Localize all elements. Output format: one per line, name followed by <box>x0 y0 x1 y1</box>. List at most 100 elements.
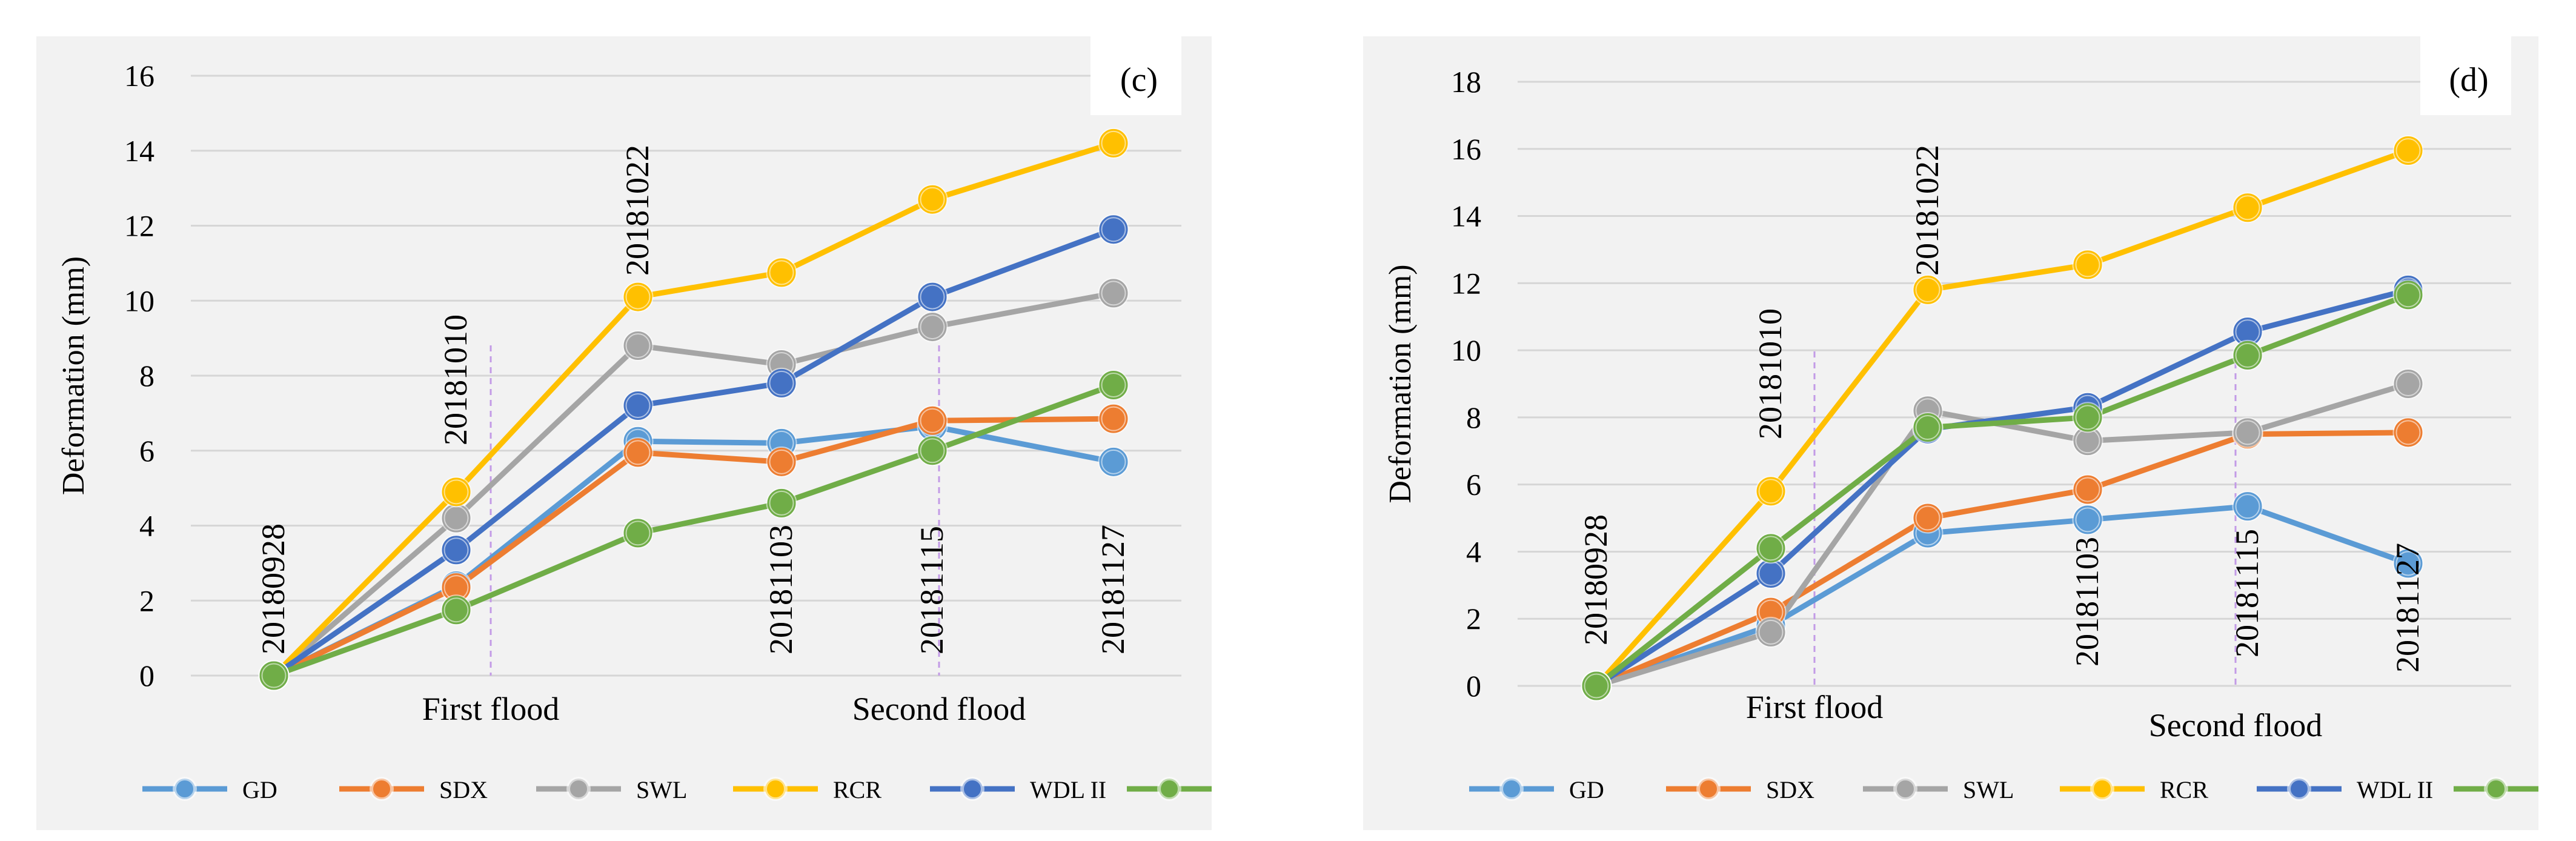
date-annotation: 20181022 <box>1909 145 1945 276</box>
data-point-outline <box>1756 534 1785 563</box>
flood-label: First flood <box>422 691 560 727</box>
y-tick-label: 18 <box>1451 65 1481 99</box>
y-tick-label: 10 <box>1451 333 1481 367</box>
data-point-outline <box>1913 413 1942 442</box>
y-tick-label: 12 <box>1451 266 1481 300</box>
panel-label-box <box>2420 36 2511 115</box>
date-annotation: 20181022 <box>619 145 656 276</box>
series-line-wdl-i <box>1593 292 2411 689</box>
data-point-outline <box>918 313 947 342</box>
legend-label-gd: GD <box>242 776 277 803</box>
data-point-outline <box>2233 418 2262 447</box>
date-annotation: 20180928 <box>1578 514 1614 645</box>
data-point-outline <box>2073 505 2102 534</box>
legend-marker <box>370 777 394 801</box>
y-tick-label: 16 <box>124 59 154 93</box>
chart-background <box>36 36 1212 830</box>
date-annotation: 20181010 <box>437 314 474 445</box>
legend-marker <box>1893 777 1917 801</box>
y-tick-label: 16 <box>1451 132 1481 166</box>
data-point-outline <box>1099 370 1128 399</box>
data-point-outline <box>767 368 796 397</box>
date-annotation: 20180928 <box>255 524 291 654</box>
y-tick-label: 14 <box>1451 199 1481 233</box>
series-line-rcr <box>1593 148 2411 689</box>
data-point-outline <box>767 258 796 287</box>
y-tick-label: 4 <box>1466 534 1481 568</box>
panel-label: (c) <box>1120 61 1158 99</box>
data-point-outline <box>767 447 796 476</box>
data-point-outline <box>623 519 652 548</box>
legend-label-rcr: RCR <box>2160 776 2208 803</box>
legend-marker <box>2090 777 2114 801</box>
data-point-outline <box>1913 275 1942 304</box>
legend-label-swl: SWL <box>1963 776 2014 803</box>
y-axis-label: Deformation (mm) <box>56 256 91 495</box>
y-tick-label: 2 <box>139 583 154 617</box>
data-point-outline <box>2394 370 2423 398</box>
legend-marker <box>763 777 788 801</box>
series-line-wdl-i <box>271 382 1117 679</box>
y-axis-label: Deformation (mm) <box>1383 264 1418 503</box>
data-point-outline <box>1099 279 1128 308</box>
data-point-outline <box>442 596 471 625</box>
data-point-outline <box>1913 504 1942 533</box>
data-point-outline <box>623 331 652 360</box>
data-point-outline <box>1582 671 1611 700</box>
legend-label-gd: GD <box>1569 776 1604 803</box>
series-line-wdl-ii <box>1593 287 2411 689</box>
data-point-outline <box>2394 281 2423 310</box>
date-annotation: 20181115 <box>2229 529 2265 657</box>
date-annotation: 20181127 <box>1095 525 1131 654</box>
y-tick-label: 4 <box>139 509 154 543</box>
data-point-outline <box>1099 215 1128 244</box>
legend-marker <box>1157 777 1181 801</box>
data-point-outline <box>918 436 947 465</box>
legend-label-sdx: SDX <box>439 776 488 803</box>
data-point-outline <box>623 282 652 311</box>
y-tick-label: 10 <box>124 284 154 317</box>
legend-label-swl: SWL <box>636 776 687 803</box>
flood-label: First flood <box>1746 689 1884 725</box>
data-point-outline <box>2233 193 2262 222</box>
data-point-outline <box>1756 617 1785 647</box>
data-point-outline <box>1756 477 1785 506</box>
y-tick-label: 2 <box>1466 602 1481 636</box>
chart-svg: 0 2 4 6 8 10 12 14 16 18 Deformation (mm) (d) 201809… <box>1363 36 2538 830</box>
y-tick-label: 0 <box>1466 669 1481 703</box>
date-annotation: 20181115 <box>914 526 950 654</box>
y-tick-label: 14 <box>124 134 154 168</box>
data-point-outline <box>1099 404 1128 433</box>
data-point-outline <box>623 438 652 467</box>
data-point-outline <box>2394 549 2423 578</box>
legend-marker <box>566 777 591 801</box>
y-tick-label: 8 <box>139 359 154 393</box>
data-point-outline <box>2073 250 2102 279</box>
data-point-outline <box>2233 341 2262 370</box>
y-tick-label: 12 <box>124 209 154 243</box>
panel-label-box <box>1090 36 1181 115</box>
legend-marker <box>173 777 197 801</box>
data-point-outline <box>767 488 796 517</box>
series-line-swl <box>271 290 1117 679</box>
y-tick-label: 0 <box>139 659 154 693</box>
legend-label-wdl-ii: WDL II <box>1030 776 1106 803</box>
chart-panel-c: 0 2 4 6 8 10 12 14 16 Deformation (mm) (c) 20180928… <box>36 36 1212 830</box>
date-annotation: 20181010 <box>1752 308 1788 439</box>
legend-marker <box>1696 777 1721 801</box>
data-point-outline <box>2073 403 2102 432</box>
legend-marker <box>1499 777 1524 801</box>
data-point-outline <box>623 391 652 420</box>
legend-marker <box>960 777 984 801</box>
data-point-outline <box>442 536 471 565</box>
chart-svg: 0 2 4 6 8 10 12 14 16 Deformation (mm) (c) 20180928… <box>36 36 1212 830</box>
data-point-outline <box>2073 475 2102 504</box>
y-tick-label: 6 <box>1466 468 1481 502</box>
series-line-swl <box>1593 381 2411 689</box>
series-line-wdl-ii <box>271 227 1117 679</box>
data-point-outline <box>1099 447 1128 476</box>
data-point-outline <box>1099 128 1128 158</box>
legend-marker <box>2484 777 2508 801</box>
